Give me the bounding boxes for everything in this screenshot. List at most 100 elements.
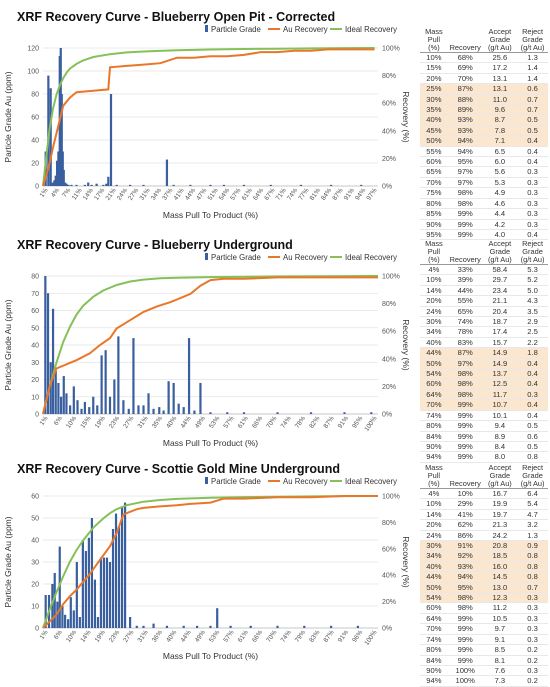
x-tick-label: 21% — [105, 187, 118, 202]
table-cell: 98% — [447, 602, 483, 614]
grade-bar — [209, 184, 212, 186]
table-row: 24% 86% 24.2 1.3 — [420, 530, 548, 542]
table-row: 70% 97% 5.3 0.3 — [420, 177, 548, 189]
table-row: 40% 93% 8.7 0.5 — [420, 114, 548, 126]
y2-tick-label: 40% — [382, 573, 396, 580]
grade-bar — [51, 584, 54, 628]
grade-bar — [81, 540, 84, 628]
grade-bar — [167, 381, 170, 414]
table-cell: 5.2 — [517, 274, 548, 286]
table-cell: 4.9 — [482, 187, 518, 199]
table-row: 54% 98% 12.3 0.3 — [420, 592, 548, 604]
grade-bar — [249, 625, 252, 628]
x-tick-label: 44% — [179, 415, 192, 430]
table-cell: 86% — [447, 530, 483, 542]
y2-tick-label: 20% — [382, 156, 396, 163]
x-tick-label: 6% — [53, 415, 64, 427]
table-cell: 98% — [447, 592, 483, 604]
table-cell: 89% — [447, 104, 483, 116]
grade-bar — [356, 625, 359, 628]
grade-bar — [53, 180, 56, 186]
table-row: 70% 99% 9.7 0.3 — [420, 623, 548, 635]
table-row: 94% 99% 8.0 0.8 — [420, 451, 548, 463]
table-cell: 80% — [420, 420, 448, 432]
table-row: 30% 74% 18.7 2.9 — [420, 316, 548, 328]
x-tick-label: 61% — [237, 629, 250, 644]
table-cell: 90% — [420, 441, 448, 453]
grade-bar — [92, 396, 95, 414]
table-cell: 5.6 — [482, 166, 518, 178]
table-cell: 0.4 — [517, 146, 548, 158]
table-cell: 0.7 — [517, 104, 548, 116]
x-tick-label: 1% — [39, 415, 50, 427]
legend-swatch-grade — [205, 477, 208, 484]
grade-bar — [59, 396, 63, 414]
grade-bar — [137, 405, 140, 414]
chart-title: XRF Recovery Curve - Scottie Gold Mine U… — [17, 462, 340, 476]
table-row: 4% 33% 58.4 5.3 — [420, 264, 548, 276]
table-row: 14% 44% 23.4 5.0 — [420, 285, 548, 297]
grade-bar — [69, 597, 72, 628]
table-cell: 0.3 — [517, 665, 548, 677]
table-cell: 25% — [420, 83, 448, 95]
grade-bar — [113, 379, 116, 414]
table-cell: 5.4 — [517, 498, 548, 510]
table-row: 50% 97% 14.9 0.4 — [420, 358, 548, 370]
grade-bar — [108, 396, 112, 414]
table-cell: 14.9 — [482, 347, 518, 359]
x-tick-label: 49% — [194, 629, 207, 644]
table-cell: 99% — [447, 219, 483, 230]
grade-bar — [72, 610, 75, 628]
table-cell: 85% — [420, 208, 448, 220]
grade-bar — [226, 412, 229, 414]
table-cell: 50% — [420, 582, 448, 594]
table-cell: 93% — [447, 125, 483, 137]
y2-tick-label: 20% — [382, 384, 396, 391]
grade-bar — [142, 405, 145, 414]
grade-bar — [75, 184, 78, 186]
table-cell: 0.4 — [517, 156, 548, 168]
y-tick-label: 120 — [27, 46, 39, 53]
table-cell: 11.0 — [482, 94, 518, 106]
table-row: 74% 99% 9.1 0.3 — [420, 634, 548, 646]
x-tick-label: 91% — [337, 629, 350, 644]
grade-bar — [69, 405, 72, 414]
table-cell: 91% — [447, 540, 483, 552]
table-cell: 4.6 — [482, 198, 518, 210]
table-cell: 17.4 — [482, 326, 518, 338]
legend-label: Au Recovery — [283, 25, 328, 34]
x-tick-label: 53% — [208, 415, 221, 430]
table-cell: 8.1 — [482, 655, 518, 666]
table-cell: 30% — [420, 316, 448, 328]
grade-bar — [107, 176, 110, 186]
grade-bar — [75, 562, 78, 628]
table-header-row: Mass Pull (%) Recovery Accept Grade (g/t Au) Re… — [420, 240, 548, 265]
table-row: 20% 70% 13.1 1.4 — [420, 73, 548, 85]
grade-bar — [60, 94, 63, 186]
x-tick-label: 54% — [218, 187, 231, 202]
grade-bar — [142, 625, 145, 628]
x-tick-label: 14% — [79, 629, 92, 644]
table-row: 14% 41% 19.7 4.7 — [420, 509, 548, 521]
table-cell: 62% — [447, 519, 483, 531]
table-cell: 0.7 — [517, 94, 548, 106]
table-cell: 0.4 — [517, 229, 548, 241]
x-tick-label: 71% — [275, 187, 288, 202]
table-cell: 60% — [420, 156, 448, 168]
table-row: 74% 99% 10.1 0.4 — [420, 410, 548, 422]
table-cell: 0.3 — [517, 389, 548, 401]
table-row: 40% 83% 15.7 2.2 — [420, 337, 548, 349]
legend-label: Ideal Recovery — [345, 253, 397, 262]
table-header-cell: Recovery — [447, 28, 483, 53]
table-cell: 98% — [447, 187, 483, 199]
table-cell: 24% — [420, 306, 448, 318]
grade-bar — [55, 160, 59, 186]
grade-bar — [182, 625, 185, 628]
grade-bar — [115, 184, 118, 186]
table-row: 90% 99% 8.4 0.5 — [420, 441, 548, 453]
table-cell: 7.6 — [482, 665, 518, 677]
y-tick-label: 0 — [35, 412, 39, 419]
x-tick-label: 10% — [65, 629, 78, 644]
x-tick-label: 78% — [294, 415, 307, 430]
y-tick-label: 60 — [31, 308, 39, 315]
